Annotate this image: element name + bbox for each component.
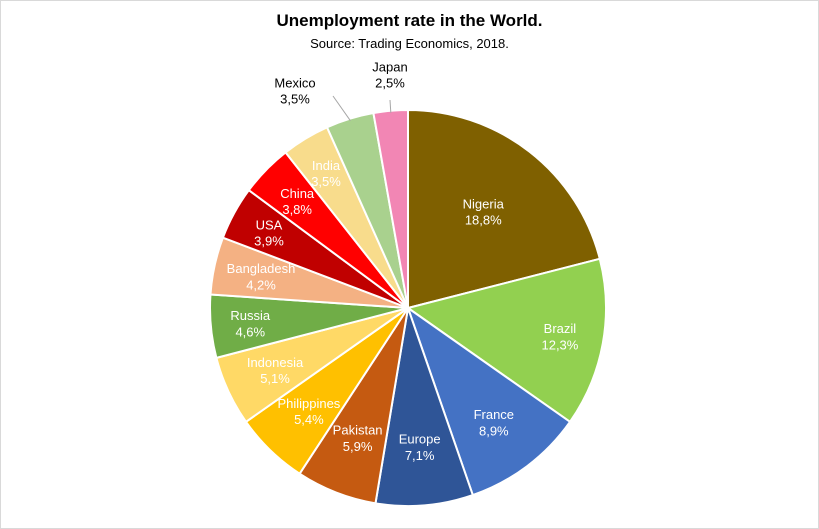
leader-line-mexico	[332, 95, 351, 121]
leader-lines	[332, 95, 392, 121]
data-label-russia: Russia 4,6%	[230, 308, 271, 339]
category-name: USA	[256, 217, 283, 232]
pie-slices	[209, 108, 607, 507]
value-text: 4,2%	[246, 277, 276, 292]
chart-subtitle: Source: Trading Economics, 2018.	[310, 36, 509, 51]
data-label-bangladesh: Bangladesh 4,2%	[227, 261, 296, 292]
value-text: 3,8%	[282, 202, 312, 217]
category-name: Indonesia	[247, 355, 304, 370]
category-name: Pakistan	[333, 423, 383, 438]
category-name: Brazil	[544, 321, 577, 336]
category-name: India	[312, 158, 341, 173]
data-label-mexico: Mexico 3,5%	[274, 75, 315, 106]
value-text: 5,9%	[343, 439, 373, 454]
value-text: 5,4%	[294, 412, 324, 427]
chart-title: Unemployment rate in the World.	[276, 11, 543, 30]
value-text: 8,9%	[479, 423, 509, 438]
data-label-pakistan: Pakistan 5,9%	[333, 423, 383, 454]
data-label-indonesia: Indonesia 5,1%	[247, 355, 304, 386]
data-label-china: China 3,8%	[280, 186, 315, 217]
data-label-japan: Japan 2,5%	[372, 59, 407, 90]
category-name: Nigeria	[463, 196, 505, 211]
value-text: 12,3%	[541, 337, 578, 352]
category-name: China	[280, 186, 315, 201]
slice-brazil	[405, 257, 607, 424]
slice-france	[406, 305, 572, 497]
value-text: 3,5%	[280, 92, 310, 107]
data-label-india: India 3,5%	[311, 158, 341, 189]
value-text: 7,1%	[405, 448, 435, 463]
value-text: 3,5%	[311, 174, 341, 189]
data-label-brazil: Brazil 12,3%	[541, 321, 578, 352]
data-label-europe: Europe 7,1%	[399, 432, 441, 463]
value-text: 5,1%	[260, 371, 290, 386]
category-name: Russia	[230, 308, 271, 323]
category-name: Mexico	[274, 75, 315, 90]
value-text: 18,8%	[465, 213, 502, 228]
slice-nigeria	[407, 108, 602, 310]
value-text: 4,6%	[235, 324, 265, 339]
data-label-nigeria: Nigeria 18,8%	[463, 196, 505, 227]
value-text: 2,5%	[375, 76, 405, 91]
category-name: Europe	[399, 432, 441, 447]
value-text: 3,9%	[254, 234, 284, 249]
data-label-france: France 8,9%	[474, 407, 514, 438]
category-name: Philippines	[277, 396, 340, 411]
data-label-philippines: Philippines 5,4%	[277, 396, 340, 427]
category-name: Bangladesh	[227, 261, 296, 276]
category-name: Japan	[372, 59, 407, 74]
leader-line-japan	[389, 99, 392, 113]
slice-labels: Nigeria 18,8% Brazil 12,3% France 8,9% Europe 7…	[227, 59, 579, 462]
data-label-usa: USA 3,9%	[254, 217, 284, 248]
category-name: France	[474, 407, 514, 422]
